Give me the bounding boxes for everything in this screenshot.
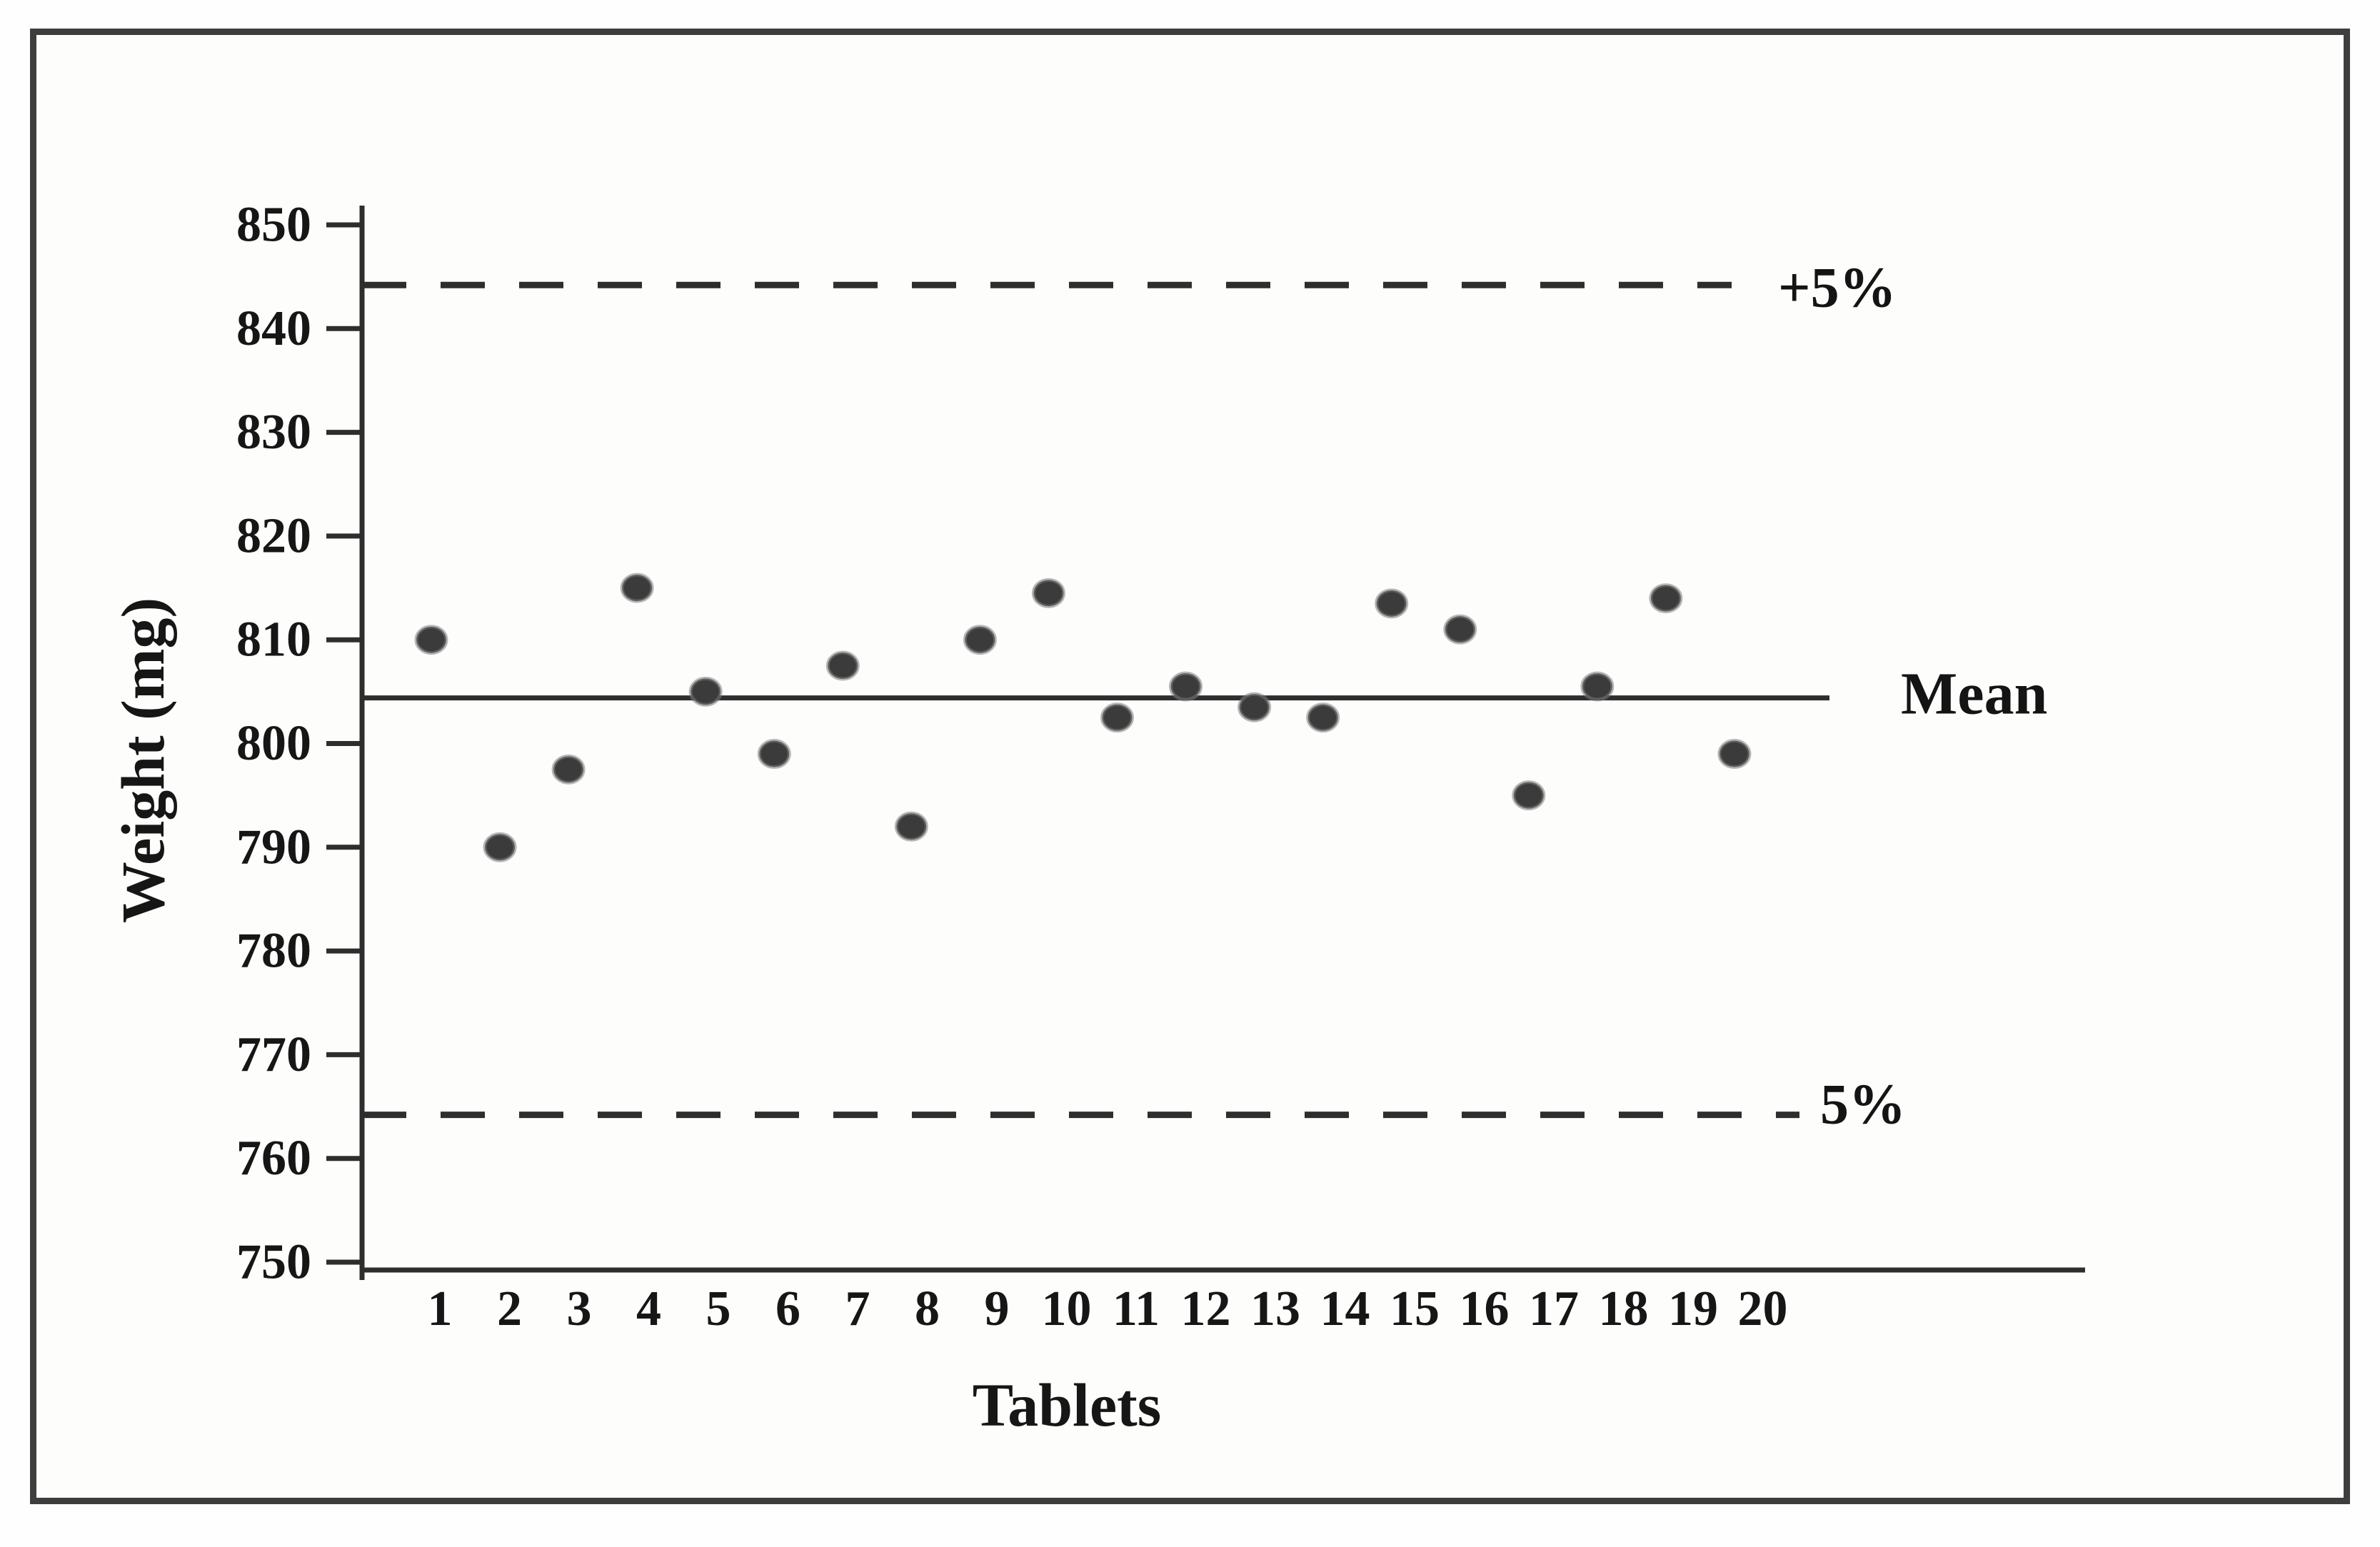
- outer-border: [30, 29, 2350, 1504]
- data-point: [1100, 702, 1134, 733]
- x-tick-label: 7: [845, 1281, 870, 1336]
- data-point: [1649, 583, 1683, 614]
- x-tick-label: 15: [1390, 1281, 1440, 1336]
- y-tick-label: 820: [236, 508, 311, 563]
- data-point: [825, 650, 860, 681]
- data-point: [1237, 692, 1272, 722]
- x-tick-label: 3: [567, 1281, 592, 1336]
- x-tick-label: 11: [1113, 1281, 1160, 1336]
- data-point: [1306, 702, 1340, 733]
- data-point: [551, 754, 586, 785]
- lower-limit-label: 5%: [1820, 1073, 1906, 1137]
- data-point: [620, 573, 654, 603]
- data-point: [1169, 671, 1203, 702]
- x-axis-title: Tablets: [972, 1371, 1162, 1439]
- x-tick-label: 18: [1599, 1281, 1649, 1336]
- data-point: [1031, 578, 1065, 608]
- data-point: [688, 676, 723, 707]
- y-tick-label: 760: [236, 1131, 311, 1186]
- y-tick-label: 850: [236, 198, 311, 253]
- x-tick-label: 1: [428, 1281, 453, 1336]
- mean-label: Mean: [1901, 660, 2048, 727]
- y-tick-label: 750: [236, 1235, 311, 1290]
- data-point: [1375, 588, 1409, 619]
- data-point: [1443, 614, 1477, 645]
- data-point: [1580, 671, 1615, 702]
- x-tick-label: 10: [1042, 1281, 1092, 1336]
- x-tick-label: 12: [1181, 1281, 1231, 1336]
- x-tick-label: 4: [636, 1281, 661, 1336]
- x-tick-label: 17: [1529, 1281, 1579, 1336]
- y-tick-label: 830: [236, 405, 311, 460]
- y-tick-label: 840: [236, 301, 311, 356]
- x-tick-label: 16: [1460, 1281, 1510, 1336]
- data-point: [757, 739, 791, 770]
- y-tick-label: 790: [236, 820, 311, 875]
- upper-limit-label: +5%: [1778, 256, 1897, 320]
- data-point: [483, 832, 517, 862]
- y-tick-label: 810: [236, 613, 311, 667]
- data-point: [414, 625, 448, 655]
- x-tick-label: 5: [706, 1281, 731, 1336]
- data-point: [894, 811, 928, 842]
- x-tick-label: 6: [775, 1281, 800, 1336]
- x-tick-label: 13: [1250, 1281, 1300, 1336]
- y-tick-label: 770: [236, 1027, 311, 1082]
- y-tick-label: 780: [236, 924, 311, 979]
- y-axis-title: Weight (mg): [109, 597, 177, 924]
- x-tick-label: 9: [985, 1281, 1010, 1336]
- data-point: [1512, 780, 1546, 811]
- data-point: [963, 625, 997, 655]
- x-tick-label: 2: [497, 1281, 522, 1336]
- data-point: [1717, 739, 1752, 770]
- y-tick-label: 800: [236, 716, 311, 771]
- x-tick-label: 14: [1320, 1281, 1370, 1336]
- x-tick-label: 19: [1668, 1281, 1718, 1336]
- x-tick-label: 8: [915, 1281, 940, 1336]
- x-tick-label: 20: [1738, 1281, 1788, 1336]
